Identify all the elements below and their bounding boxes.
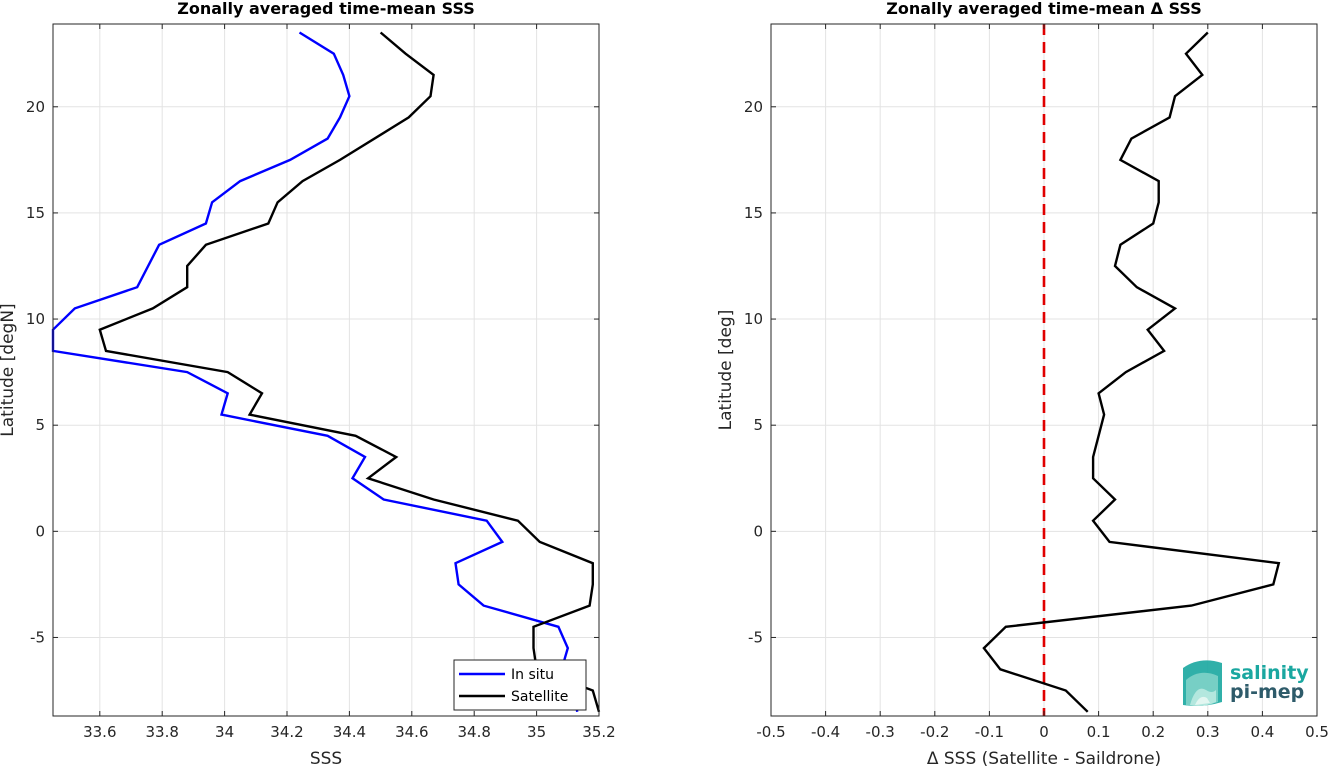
grid	[53, 24, 600, 716]
x-tick-label: 0.2	[1141, 723, 1165, 741]
x-tick-label: 0.5	[1305, 723, 1329, 741]
y-tick-label: 20	[744, 98, 763, 116]
x-tick-label: 35	[527, 723, 546, 741]
x-tick-label: -0.4	[811, 723, 840, 741]
axes-box	[52, 23, 600, 717]
y-tick-label: 0	[753, 522, 763, 540]
legend-box	[453, 659, 587, 711]
y-tick-label: 10	[26, 310, 45, 328]
y-tick-label: 20	[26, 98, 45, 116]
x-axis-label: SSS	[310, 749, 342, 769]
legend-label: In situ	[511, 667, 554, 683]
x-tick-label: 34.8	[457, 723, 490, 741]
y-tick-label: 5	[35, 416, 45, 434]
sss-panel: 33.6 33.8 34 34.2 34.4 34.6 34.8 35 35.2 -5 0 5 10 15…	[0, 0, 616, 769]
y-tick-label: 15	[744, 204, 763, 222]
x-tick-label: 0.1	[1087, 723, 1111, 741]
y-tick-label: -5	[30, 628, 45, 646]
x-tick-label: 34.4	[333, 723, 366, 741]
x-tick-label: 0	[1039, 723, 1049, 741]
x-tick-label: -0.5	[756, 723, 785, 741]
legend: In situ Satellite	[453, 659, 587, 711]
x-tick-label: 0.4	[1250, 723, 1274, 741]
delta-sss-panel: -0.5 -0.4 -0.3 -0.2 -0.1 0 0.1 0.2 0.3 0.4 0.5 -5 0 5…	[716, 0, 1329, 769]
x-tick-label: 34	[215, 723, 234, 741]
y-axis-label: Latitude [deg]	[716, 310, 736, 431]
logo-wave-icon	[1183, 660, 1222, 706]
salinity-pi-mep-logo: salinity pi-mep	[1183, 660, 1309, 706]
y-tick-label: 0	[35, 522, 45, 540]
series-line-in-situ	[51, 31, 579, 712]
x-tick-label: -0.3	[866, 723, 895, 741]
y-tick-label: -5	[748, 628, 763, 646]
y-tick-label: 10	[744, 310, 763, 328]
logo-word-salinity: salinity	[1230, 662, 1309, 684]
x-tick-label: 35.2	[582, 723, 615, 741]
logo-word-pi-mep: pi-mep	[1230, 681, 1304, 703]
x-tick-label: 33.6	[83, 723, 116, 741]
y-axis-label: Latitude [degN]	[0, 303, 18, 436]
y-tick-label: 5	[753, 416, 763, 434]
series-line-delta-sss	[982, 31, 1281, 713]
x-tick-label: -0.2	[920, 723, 949, 741]
legend-label: Satellite	[511, 689, 568, 705]
x-tick-label: 34.6	[395, 723, 428, 741]
x-tick-label: 33.8	[145, 723, 178, 741]
y-tick-label: 15	[26, 204, 45, 222]
chart-title: Zonally averaged time-mean Δ SSS	[886, 0, 1202, 18]
chart-title: Zonally averaged time-mean SSS	[177, 0, 475, 18]
x-tick-label: -0.1	[975, 723, 1004, 741]
plot-area	[53, 24, 599, 716]
x-tick-label: 0.3	[1196, 723, 1220, 741]
series-line-satellite	[98, 31, 601, 713]
x-tick-label: 34.2	[270, 723, 303, 741]
x-axis-label: Δ SSS (Satellite - Saildrone)	[927, 749, 1161, 769]
